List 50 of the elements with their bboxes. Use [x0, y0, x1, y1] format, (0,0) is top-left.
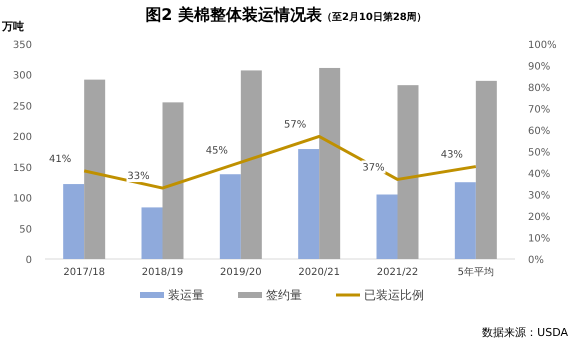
y-tick-label: 150: [12, 162, 32, 174]
data-label: 45%: [206, 145, 228, 156]
legend-label: 已装运比例: [364, 288, 424, 302]
y2-tick-label: 20%: [528, 212, 550, 223]
y-axis-title: 万吨: [1, 20, 24, 33]
bar: [84, 80, 106, 259]
x-tick-label: 2019/20: [220, 267, 262, 278]
y2-tick-label: 60%: [528, 126, 550, 137]
bar: [162, 102, 184, 259]
y2-tick-label: 70%: [528, 104, 550, 116]
y-tick-label: 0: [26, 255, 32, 266]
x-tick-label: 5年平均: [458, 266, 494, 278]
y2-tick-label: 30%: [528, 190, 550, 202]
data-label: 43%: [440, 150, 463, 161]
data-label: 41%: [49, 154, 72, 165]
y-tick-label: 200: [12, 132, 32, 144]
data-label: 57%: [284, 119, 306, 130]
y2-tick-label: 40%: [528, 169, 550, 180]
y-tick-label: 250: [12, 101, 32, 112]
chart-subtitle: （至2月10日第28周）: [322, 11, 427, 23]
line-series: [82, 134, 478, 190]
source-note: 数据来源：USDA: [482, 326, 568, 339]
x-tick-label: 2021/22: [376, 267, 418, 278]
bar: [476, 80, 497, 259]
bar: [220, 174, 241, 259]
x-tick-label: 2018/19: [142, 267, 184, 278]
bar: [319, 68, 340, 259]
y2-tick-label: 90%: [528, 62, 550, 72]
y-tick-label: 50: [19, 224, 32, 236]
y2-tick-label: 50%: [528, 148, 550, 158]
x-tick-label: 2020/21: [298, 267, 340, 278]
y-tick-label: 300: [12, 70, 32, 82]
legend-label: 签约量: [266, 288, 302, 302]
y-tick-label: 100: [12, 194, 32, 205]
y-tick-label: 350: [12, 40, 32, 51]
bar: [63, 184, 84, 259]
y2-tick-label: 10%: [528, 234, 550, 244]
x-tick-label: 2017/18: [63, 267, 105, 278]
legend-label: 装运量: [168, 288, 204, 302]
bar: [298, 149, 320, 259]
y2-tick-label: 0%: [528, 255, 544, 266]
y2-tick-label: 80%: [528, 83, 550, 94]
bar: [142, 207, 162, 259]
bar: [240, 70, 262, 259]
bar: [454, 182, 476, 259]
bar: [376, 194, 398, 259]
data-label: 37%: [362, 162, 385, 174]
bar: [398, 85, 418, 259]
data-label: 33%: [127, 171, 150, 182]
y2-tick-label: 100%: [528, 40, 557, 51]
